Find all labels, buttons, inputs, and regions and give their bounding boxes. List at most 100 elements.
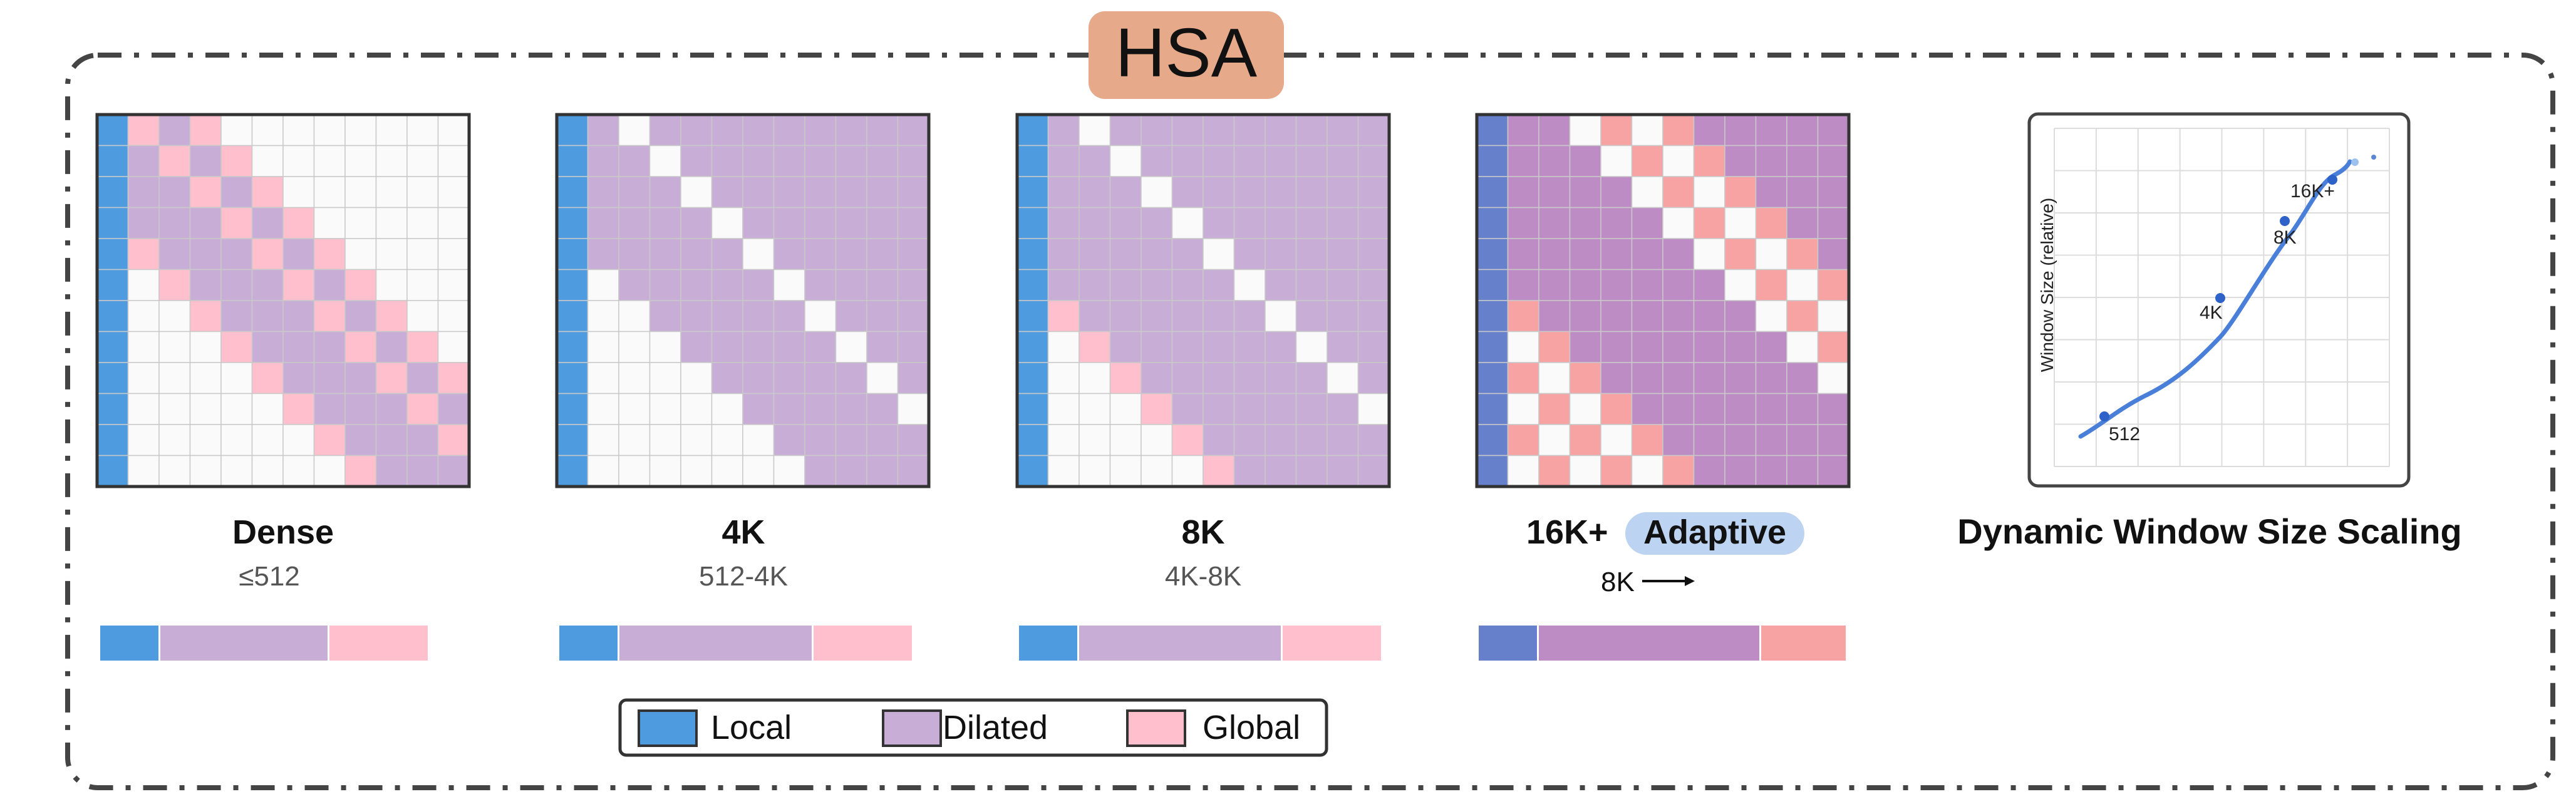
matrix-cell-dilated <box>1203 269 1235 301</box>
matrix-cell-empty <box>313 145 346 177</box>
matrix-cell-dilated <box>1171 300 1204 332</box>
matrix-cell-dilated <box>1265 269 1297 301</box>
matrix-cell-global <box>711 393 743 425</box>
matrix-cell-dilated <box>742 114 775 147</box>
matrix-cell-dilated <box>1327 114 1359 147</box>
matrix-cell-global <box>1786 238 1819 271</box>
ratio-bar-global <box>329 626 428 661</box>
matrix-cell-dilated <box>804 362 837 394</box>
matrix-cell-empty <box>437 207 470 239</box>
matrix-cell-dilated <box>897 145 929 177</box>
matrix-cell-global <box>1631 145 1663 177</box>
legend: Local Dilated Global <box>618 698 1328 757</box>
matrix-cell-dilated <box>1327 207 1359 239</box>
matrix-cell-empty <box>375 176 408 209</box>
matrix-cell-dilated <box>1327 145 1359 177</box>
matrix-cell-empty <box>158 331 191 363</box>
matrix-cell-global <box>1538 393 1571 425</box>
matrix-cell-dilated <box>1203 114 1235 147</box>
matrix-cell-dilated <box>1662 424 1695 456</box>
matrix-cell-dilated <box>1357 424 1390 456</box>
matrix-cell-local <box>96 362 129 394</box>
matrix-cell-empty <box>189 393 222 425</box>
matrix-cell-dilated <box>1724 331 1757 363</box>
ratio-bar-dilated <box>160 626 328 661</box>
matrix-cell-dilated <box>742 393 775 425</box>
matrix-cell-empty <box>344 238 377 271</box>
matrix-cell-empty <box>1600 145 1633 177</box>
matrix-cell-dilated <box>649 114 681 147</box>
matrix-cell-local <box>1016 393 1049 425</box>
matrix-cell-dilated <box>1724 362 1757 394</box>
matrix-cell-global <box>1600 455 1633 487</box>
matrix-cell-dilated <box>1662 331 1695 363</box>
matrix-cell-dilated <box>1265 455 1297 487</box>
matrix-cell-empty <box>437 300 470 332</box>
matrix-cell-empty <box>1755 300 1787 332</box>
matrix-cell-global <box>282 207 315 239</box>
matrix-cell-empty <box>1141 424 1173 456</box>
matrix-cell-dilated <box>1233 207 1266 239</box>
matrix-cell-global <box>1171 424 1204 456</box>
matrix-cell-dilated <box>1141 362 1173 394</box>
matrix-cell-local <box>1016 176 1049 209</box>
matrix-cell-local <box>1016 207 1049 239</box>
matrix-cell-global <box>251 362 284 394</box>
panel-label-8k: 8K <box>1181 513 1224 551</box>
matrix-cell-dilated <box>1817 176 1849 209</box>
matrix-cell-dilated <box>773 176 805 209</box>
matrix-cell-empty <box>587 331 619 363</box>
matrix-cell-empty <box>1786 269 1819 301</box>
matrix-cell-empty <box>437 145 470 177</box>
point-extra-1 <box>2351 158 2359 166</box>
matrix-cell-dilated <box>1233 176 1266 209</box>
matrix-cell-dilated <box>313 362 346 394</box>
matrix-cell-empty <box>127 393 160 425</box>
matrix-cell-dilated <box>711 300 743 332</box>
matrix-cell-dilated <box>1171 145 1204 177</box>
matrix-cell-global <box>1079 331 1111 363</box>
matrix-cell-empty <box>158 300 191 332</box>
matrix-cell-global <box>220 331 253 363</box>
matrix-cell-dilated <box>1357 176 1390 209</box>
matrix-cell-dilated <box>1295 455 1328 487</box>
matrix-cell-dilated <box>711 362 743 394</box>
matrix-cell-dilated <box>1295 362 1328 394</box>
matrix-cell-dilated <box>1755 424 1787 456</box>
matrix-cell-dilated <box>251 269 284 301</box>
matrix-cell-dilated <box>680 145 713 177</box>
matrix-cell-local <box>556 424 589 456</box>
matrix-cell-global <box>1693 145 1725 177</box>
matrix-cell-dilated <box>1295 114 1328 147</box>
matrix-cell-dilated <box>1600 362 1633 394</box>
matrix-cell-empty <box>313 114 346 147</box>
matrix-cell-dilated <box>282 300 315 332</box>
matrix-cell-dilated <box>1233 300 1266 332</box>
matrix-cell-dilated <box>742 362 775 394</box>
matrix-cell-dilated <box>1109 114 1142 147</box>
matrix-cell-dilated <box>251 331 284 363</box>
matrix-cell-local <box>1476 362 1509 394</box>
matrix-cell-dilated <box>804 269 837 301</box>
panel-label-dense: Dense <box>232 513 334 551</box>
matrix-cell-global <box>406 393 439 425</box>
matrix-cell-dilated <box>680 114 713 147</box>
matrix-cell-dilated <box>1171 331 1204 363</box>
matrix-cell-global <box>1141 393 1173 425</box>
matrix-cell-dilated <box>742 300 775 332</box>
matrix-cell-dilated <box>251 300 284 332</box>
matrix-cell-dilated <box>1109 207 1142 239</box>
matrix-cell-local <box>1476 393 1509 425</box>
matrix-cell-dilated <box>1079 269 1111 301</box>
matrix-cell-dilated <box>649 176 681 209</box>
matrix-cell-dilated <box>1327 269 1359 301</box>
matrix-cell-dilated <box>1631 362 1663 394</box>
matrix-cell-dilated <box>1569 207 1601 239</box>
matrix-cell-dilated <box>1295 300 1328 332</box>
matrix-cell-global <box>1327 362 1359 394</box>
matrix-cell-dilated <box>375 331 408 363</box>
matrix-cell-dilated <box>1786 176 1819 209</box>
matrix-cell-empty <box>344 145 377 177</box>
matrix-cell-global <box>1724 238 1757 271</box>
matrix-cell-empty <box>313 176 346 209</box>
